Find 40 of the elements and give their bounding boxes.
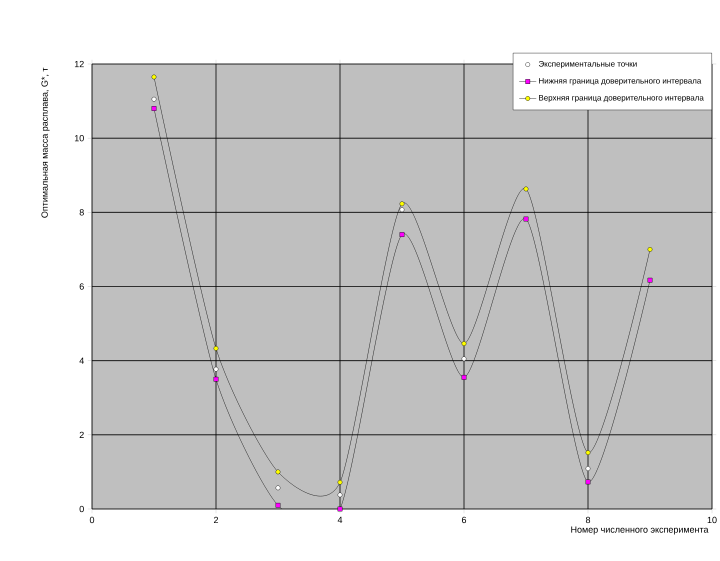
x-tick-label: 0: [90, 516, 94, 524]
point: [586, 480, 590, 484]
y-tick-label: 2: [80, 432, 84, 438]
point: [400, 232, 404, 237]
x-tick-label: 6: [462, 516, 466, 524]
point: [648, 278, 652, 283]
point: [214, 346, 218, 351]
x-tick-label: 8: [586, 516, 590, 524]
point: [462, 374, 466, 380]
x-tick-label: 10: [708, 516, 717, 524]
x-axis-title: Номер численного эксперимента: [571, 526, 708, 534]
x-tick-label: 4: [338, 516, 342, 523]
y-tick-label: 10: [74, 134, 84, 142]
point: [152, 106, 156, 111]
point: [214, 376, 218, 382]
point: [152, 96, 156, 102]
point: [586, 466, 590, 471]
point: [400, 207, 404, 212]
point: [276, 485, 280, 490]
point: [524, 216, 528, 222]
point: [586, 450, 590, 456]
point: [400, 201, 404, 206]
y-tick-label: 8: [80, 209, 84, 216]
y-tick-label: 4: [79, 358, 84, 364]
x-tick-label: 2: [214, 516, 218, 524]
y-tick-label: 6: [80, 283, 84, 290]
point: [214, 366, 218, 372]
point: [524, 186, 528, 192]
point: [648, 247, 652, 252]
y-tick-label: 0: [80, 506, 84, 512]
point: [276, 470, 280, 474]
point: [462, 356, 466, 362]
point: [462, 341, 466, 346]
point: [338, 492, 342, 498]
point: [276, 502, 280, 508]
y-tick-label: 12: [74, 60, 84, 68]
y-axis-title: Оптимальная масса расплава, G*, т: [41, 68, 50, 218]
point: [338, 480, 342, 485]
point: [152, 74, 156, 80]
point: [338, 506, 342, 512]
